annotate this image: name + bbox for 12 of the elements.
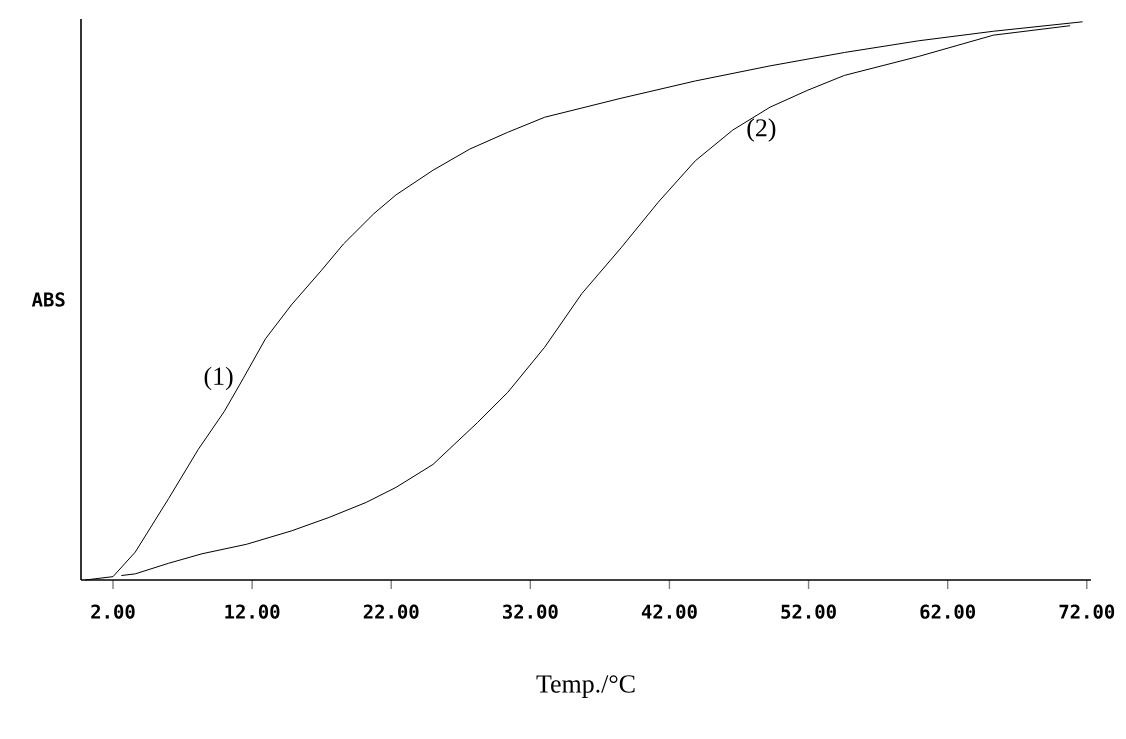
x-tick-label: 12.00 [225,604,280,619]
x-tick-label: 32.00 [503,604,558,619]
series-label: (2) [747,118,776,142]
x-tick-label: 22.00 [363,604,419,619]
series-label: (1) [204,366,233,391]
x-tick-label: 62.00 [920,604,976,619]
x-tick-label: 42.00 [641,604,697,619]
x-tick-label: 2.00 [91,604,135,619]
x-axis-title: Temp./°C [536,675,635,698]
x-tick-label: 52.00 [781,604,836,619]
y-axis-title: ABS [31,292,65,307]
x-tick-label: 72.00 [1059,604,1115,619]
